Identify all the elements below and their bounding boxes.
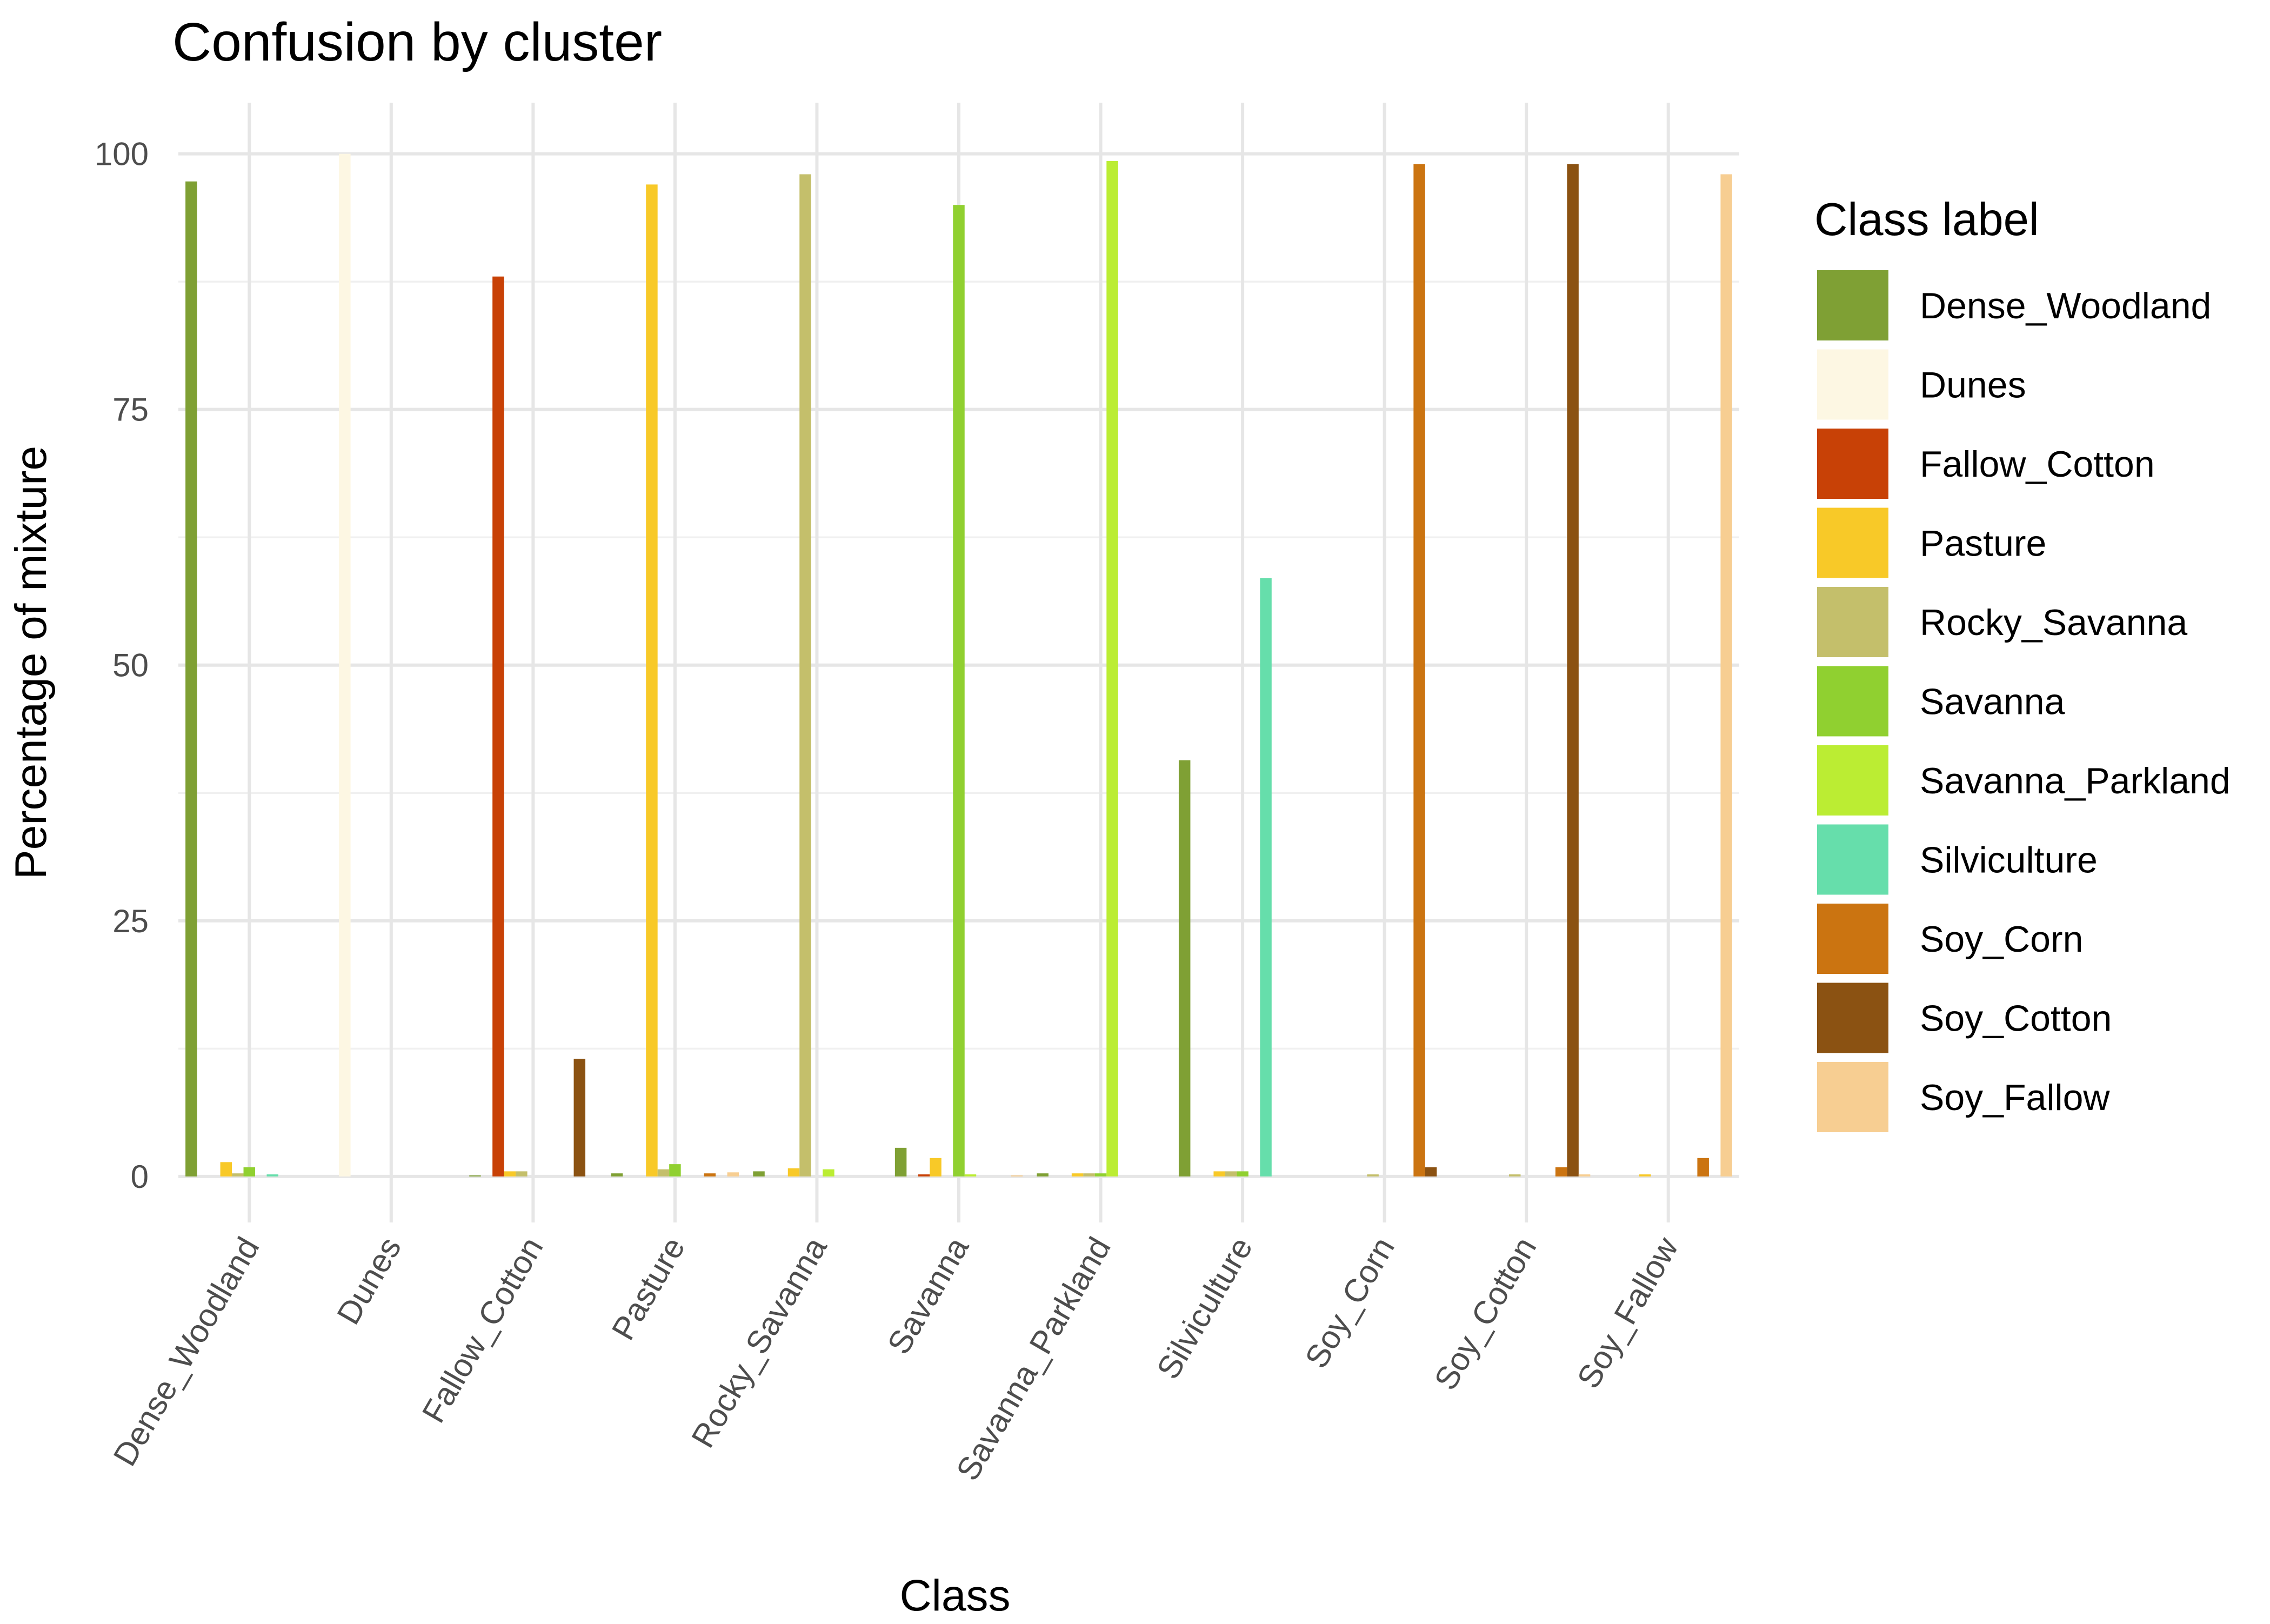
bar <box>1011 1175 1023 1177</box>
bar <box>1094 1173 1107 1177</box>
bar <box>504 1171 516 1177</box>
bar <box>918 1174 930 1177</box>
x-tick-label: Silviculture <box>1150 1231 1259 1385</box>
legend-label: Savanna <box>1920 681 2065 723</box>
bar <box>753 1171 765 1177</box>
x-tick-label: Soy_Fallow <box>1570 1231 1685 1394</box>
bar <box>657 1169 670 1177</box>
chart-title: Confusion by cluster <box>172 12 662 72</box>
bar <box>930 1158 942 1177</box>
bar <box>727 1172 739 1177</box>
bar <box>492 276 504 1177</box>
bar <box>611 1173 623 1177</box>
bar <box>1178 760 1191 1177</box>
bar <box>1367 1174 1379 1177</box>
legend-key <box>1817 824 1888 895</box>
legend-label: Dense_Woodland <box>1920 285 2211 326</box>
legend-key <box>1817 983 1888 1053</box>
bar <box>1106 161 1118 1177</box>
legend-title: Class label <box>1814 194 2039 245</box>
x-tick-label: Fallow_Cotton <box>415 1231 550 1429</box>
y-axis-title: Percentage of mixture <box>6 446 56 879</box>
bar <box>669 1164 681 1177</box>
y-axis-ticks: 0 25 50 75 100 <box>95 136 149 1195</box>
bar <box>1260 578 1272 1177</box>
bar <box>1567 164 1579 1177</box>
bar <box>1037 1173 1049 1177</box>
y-tick-label: 75 <box>112 392 149 428</box>
bar <box>704 1173 716 1177</box>
legend-label: Savanna_Parkland <box>1920 760 2231 801</box>
bar <box>787 1168 800 1177</box>
x-tick-label: Dunes <box>330 1231 408 1331</box>
bar <box>220 1162 232 1177</box>
bar <box>1413 164 1425 1177</box>
bar <box>1508 1174 1521 1177</box>
bar <box>953 205 965 1177</box>
legend-label: Rocky_Savanna <box>1920 602 2187 643</box>
bar <box>799 174 811 1177</box>
bar <box>894 1147 907 1177</box>
y-tick-label: 0 <box>131 1159 149 1195</box>
x-tick-label: Pasture <box>605 1231 692 1346</box>
legend-key <box>1817 429 1888 499</box>
bar <box>185 181 197 1177</box>
bar <box>266 1174 278 1177</box>
legend-key <box>1817 1062 1888 1132</box>
bar <box>1578 1174 1591 1177</box>
bar <box>1425 1167 1437 1177</box>
legend-label: Dunes <box>1920 365 2026 406</box>
legend-label: Silviculture <box>1920 840 2098 881</box>
legend-label: Soy_Fallow <box>1920 1077 2110 1118</box>
bar <box>646 184 658 1177</box>
legend: Class label Dense_Woodland Dunes Fallow_Co… <box>1814 194 2231 1132</box>
x-axis-ticks: Dense_Woodland Dunes Fallow_Cotton PastureR… <box>106 1231 1686 1486</box>
legend-key <box>1817 349 1888 420</box>
x-tick-label: Soy_Cotton <box>1427 1231 1544 1396</box>
bar <box>1720 174 1732 1177</box>
legend-key <box>1817 507 1888 578</box>
bar <box>1697 1158 1709 1177</box>
bar <box>1555 1167 1567 1177</box>
y-tick-label: 25 <box>112 903 149 939</box>
bar <box>1639 1174 1651 1177</box>
bar <box>573 1059 586 1177</box>
y-tick-label: 100 <box>95 136 149 172</box>
x-tick-label: Rocky_Savanna <box>684 1231 834 1453</box>
bar <box>469 1175 481 1177</box>
bar <box>232 1173 244 1177</box>
bar <box>1237 1171 1248 1177</box>
legend-label: Fallow_Cotton <box>1920 444 2155 485</box>
bar <box>1213 1171 1225 1177</box>
bar <box>964 1174 977 1177</box>
x-tick-label: Soy_Corn <box>1298 1231 1401 1374</box>
y-tick-label: 50 <box>112 647 149 684</box>
bar <box>516 1171 528 1177</box>
legend-key <box>1817 270 1888 340</box>
bar <box>1225 1171 1237 1177</box>
x-tick-label: Savanna_Parkland <box>949 1231 1118 1487</box>
bar <box>339 153 351 1177</box>
legend-label: Pasture <box>1920 523 2046 564</box>
bar <box>823 1169 834 1177</box>
bar <box>1083 1173 1095 1177</box>
legend-key <box>1817 587 1888 657</box>
x-tick-label: Dense_Woodland <box>106 1231 266 1472</box>
bar <box>1071 1173 1084 1177</box>
bar <box>243 1167 256 1177</box>
legend-label: Soy_Corn <box>1920 919 2083 960</box>
bars <box>185 153 1732 1177</box>
x-axis-title: Class <box>899 1571 1010 1620</box>
legend-key <box>1817 745 1888 816</box>
x-tick-label: Savanna <box>880 1231 976 1360</box>
legend-label: Soy_Cotton <box>1920 998 2112 1039</box>
legend-key <box>1817 904 1888 974</box>
legend-key <box>1817 666 1888 737</box>
